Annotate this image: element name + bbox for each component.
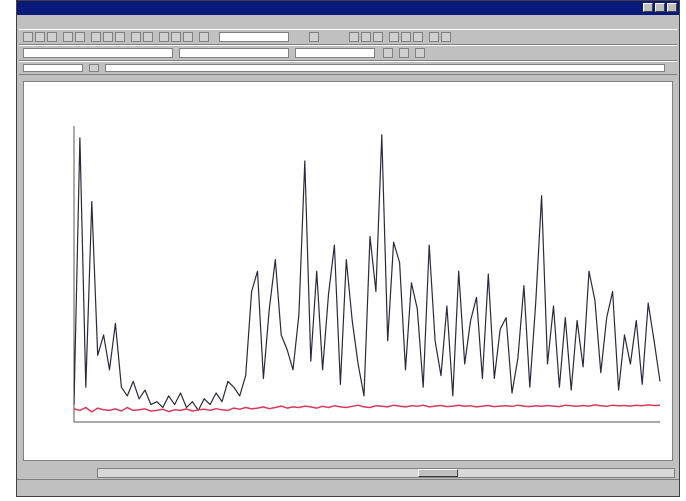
percent-icon[interactable] — [441, 32, 451, 42]
sort-icon[interactable] — [183, 32, 193, 42]
align-left-icon[interactable] — [389, 32, 399, 42]
zoom-select[interactable] — [219, 32, 289, 42]
font-color-icon[interactable] — [399, 48, 409, 58]
underline-icon[interactable] — [373, 32, 383, 42]
help-icon[interactable] — [309, 32, 319, 42]
fill-color-icon[interactable] — [383, 48, 393, 58]
print-icon[interactable] — [63, 32, 73, 42]
cut-icon[interactable] — [91, 32, 101, 42]
status-bar — [17, 479, 679, 496]
open-icon[interactable] — [35, 32, 45, 42]
formula-input[interactable] — [105, 64, 665, 72]
save-icon[interactable] — [47, 32, 57, 42]
align-center-icon[interactable] — [401, 32, 411, 42]
chart-axes — [73, 126, 660, 423]
new-icon[interactable] — [23, 32, 33, 42]
paste-icon[interactable] — [115, 32, 125, 42]
horizontal-scrollbar[interactable] — [97, 468, 675, 478]
scrollbar-thumb[interactable] — [418, 469, 458, 477]
font-size-select[interactable] — [179, 48, 289, 58]
dropdown-arrow-icon[interactable] — [89, 64, 99, 72]
font-select[interactable] — [23, 48, 173, 58]
currency-icon[interactable] — [429, 32, 439, 42]
formatting-toolbar — [19, 45, 677, 61]
close-button[interactable] — [667, 3, 677, 12]
menu-bar — [17, 15, 679, 27]
borders-icon[interactable] — [415, 48, 425, 58]
line-chart — [73, 126, 661, 423]
preview-icon[interactable] — [75, 32, 85, 42]
series-line-2 — [73, 404, 661, 413]
style-select[interactable] — [295, 48, 375, 58]
application-window — [16, 0, 680, 497]
sum-icon[interactable] — [159, 32, 169, 42]
redo-icon[interactable] — [143, 32, 153, 42]
series-line-1 — [73, 134, 661, 411]
formula-bar — [19, 61, 677, 75]
align-right-icon[interactable] — [413, 32, 423, 42]
chart-sheet — [23, 81, 673, 461]
name-box[interactable] — [23, 64, 83, 72]
italic-icon[interactable] — [361, 32, 371, 42]
maximize-button[interactable] — [655, 3, 665, 12]
chart-series — [73, 134, 661, 413]
chart-wizard-icon[interactable] — [199, 32, 209, 42]
bold-icon[interactable] — [349, 32, 359, 42]
standard-toolbar — [19, 29, 677, 45]
title-bar — [17, 1, 679, 15]
function-icon[interactable] — [171, 32, 181, 42]
undo-icon[interactable] — [131, 32, 141, 42]
minimize-button[interactable] — [643, 3, 653, 12]
copy-icon[interactable] — [103, 32, 113, 42]
